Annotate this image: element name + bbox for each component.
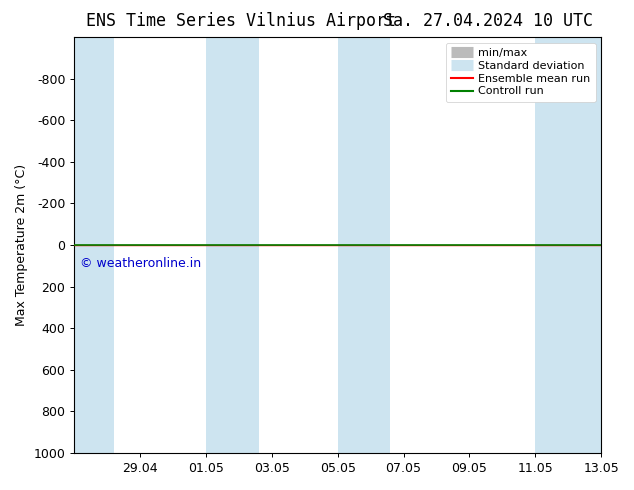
Legend: min/max, Standard deviation, Ensemble mean run, Controll run: min/max, Standard deviation, Ensemble me…: [446, 43, 595, 102]
Text: Sa. 27.04.2024 10 UTC: Sa. 27.04.2024 10 UTC: [383, 12, 593, 30]
Text: ENS Time Series Vilnius Airport: ENS Time Series Vilnius Airport: [86, 12, 396, 30]
Bar: [206, 37, 259, 453]
Bar: [338, 37, 391, 453]
Bar: [74, 37, 114, 453]
Bar: [535, 37, 601, 453]
Text: © weatheronline.in: © weatheronline.in: [80, 257, 201, 270]
Y-axis label: Max Temperature 2m (°C): Max Temperature 2m (°C): [15, 164, 28, 326]
